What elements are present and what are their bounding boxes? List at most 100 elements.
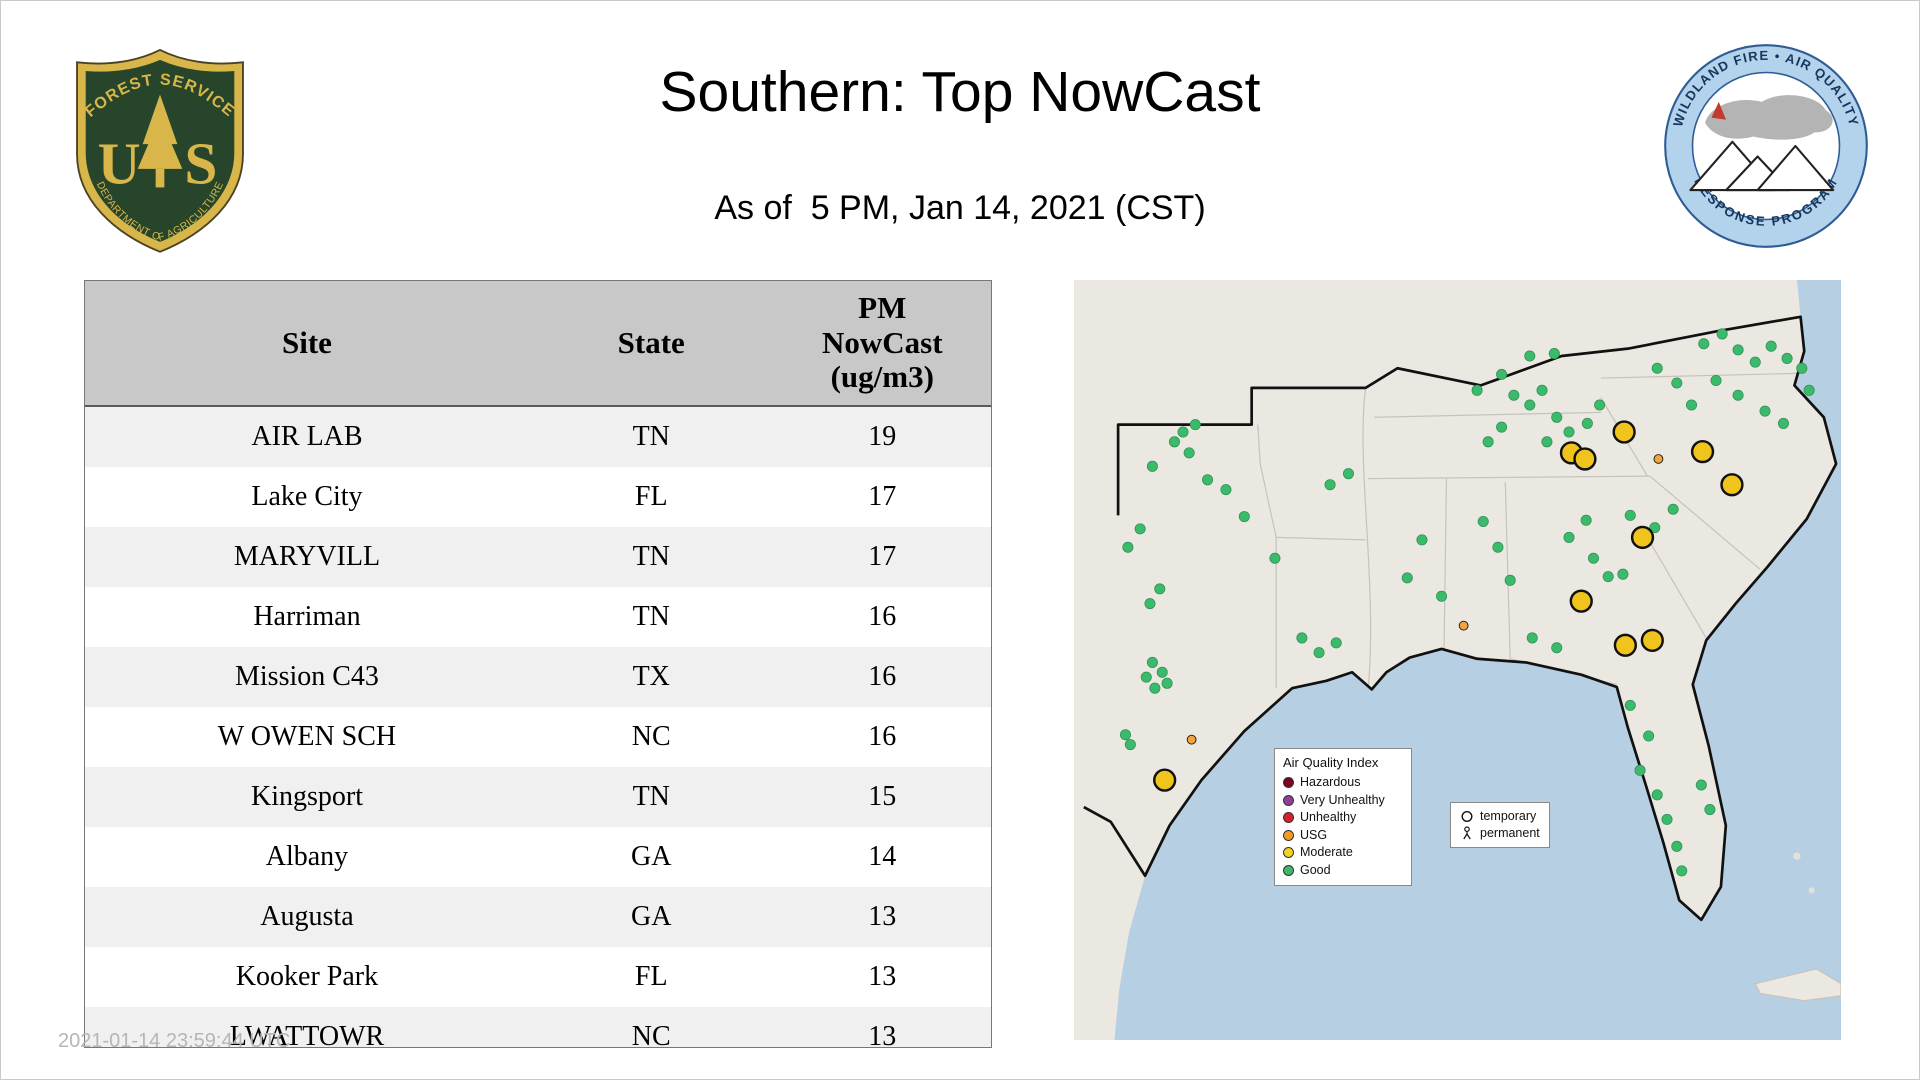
marker-good	[1698, 338, 1710, 350]
marker-good	[1401, 572, 1413, 584]
marker-good	[1504, 574, 1516, 586]
marker-moderate	[1569, 589, 1593, 613]
marker-moderate	[1612, 420, 1636, 444]
state-cell: TN	[632, 541, 670, 572]
permanent-site-icon	[1463, 826, 1471, 840]
island	[1793, 852, 1801, 860]
island	[1808, 887, 1815, 894]
table-row: Mission C43 TX 16	[85, 647, 991, 707]
marker-good	[1146, 460, 1158, 472]
smoke-plume-icon	[1705, 95, 1833, 140]
marker-moderate	[1153, 768, 1177, 792]
marker-moderate	[1573, 447, 1597, 471]
temporary-site-icon	[1461, 810, 1473, 823]
state-cell: TN	[632, 601, 670, 632]
aqi-legend-item: Moderate	[1283, 844, 1403, 862]
usfs-logo: FOREST SERVICE U S DEPARTMENT OF AGRICUL…	[67, 45, 253, 258]
marker-good	[1119, 729, 1131, 741]
mountains-icon	[1689, 140, 1835, 192]
marker-good	[1146, 656, 1158, 668]
marker-good	[1134, 523, 1146, 535]
marker-good	[1671, 377, 1683, 389]
temporary-label: temporary	[1480, 809, 1537, 823]
marker-good	[1140, 671, 1152, 683]
pm-value-cell: 13	[868, 1021, 897, 1048]
wfaqrp-logo: WILDLAND FIRE • AIR QUALITY RESPONSE PRO…	[1661, 41, 1871, 251]
nowcast-table-body: AIR LAB TN 19 Lake City FL 17 MARYVILL TN 17 Harr…	[85, 406, 991, 1048]
col-header-site: Site	[85, 281, 529, 407]
marker-usg	[1186, 734, 1197, 745]
marker-good	[1803, 384, 1815, 396]
marker-good	[1238, 511, 1250, 523]
marker-good	[1496, 368, 1508, 380]
aqi-legend-title: Air Quality Index	[1283, 755, 1379, 770]
marker-moderate	[1613, 633, 1637, 657]
table-row: Harriman TN 16	[85, 587, 991, 647]
land	[1074, 280, 1837, 1040]
aqi-legend-label: USG	[1300, 827, 1328, 842]
marker-good	[1624, 699, 1636, 711]
marker-good	[1594, 399, 1606, 411]
table-row: Kooker Park FL 13	[85, 947, 991, 1007]
marker-good	[1149, 682, 1161, 694]
table-row: LWATTOWR NC 13	[85, 1007, 991, 1048]
pm-value-cell: 14	[868, 841, 897, 872]
marker-good	[1651, 789, 1663, 801]
state-cell: TN	[632, 421, 670, 452]
marker-usg	[1458, 620, 1469, 631]
hazardous-dot-icon	[1283, 777, 1294, 789]
marker-good	[1168, 436, 1180, 448]
marker-good	[1563, 531, 1575, 543]
state-cell: FL	[634, 961, 668, 992]
site-cell: MARYVILL	[233, 541, 381, 572]
marker-good	[1202, 474, 1214, 486]
marker-good	[1587, 552, 1600, 564]
marker-good	[1667, 503, 1679, 515]
site-cell: Kingsport	[250, 781, 363, 812]
marker-good	[1482, 436, 1494, 448]
marker-good	[1269, 552, 1281, 564]
marker-good	[1602, 571, 1614, 583]
marker-good	[1716, 328, 1728, 340]
marker-good	[1777, 417, 1789, 429]
marker-good	[1671, 840, 1683, 852]
marker-good	[1624, 509, 1636, 521]
marker-good	[1183, 447, 1195, 459]
aqi-legend-label: Very Unhealthy	[1300, 792, 1385, 807]
marker-good	[1732, 344, 1744, 356]
pm-value-cell: 13	[868, 901, 897, 932]
very-unhealthy-dot-icon	[1283, 794, 1294, 806]
page-subtitle: As of 5 PM, Jan 14, 2021 (CST)	[714, 189, 1206, 227]
marker-good	[1189, 419, 1201, 431]
marker-good	[1676, 865, 1688, 877]
state-cell: NC	[631, 1021, 671, 1048]
marker-moderate	[1640, 628, 1664, 653]
col-header-pm-nowcast: PM NowCast (ug/m3)	[773, 281, 991, 407]
site-cell: Augusta	[260, 901, 354, 932]
marker-good	[1651, 362, 1663, 374]
pm-value-cell: 16	[868, 721, 897, 752]
site-cell: Albany	[265, 841, 349, 872]
aqi-legend-label: Unhealthy	[1300, 810, 1357, 824]
state-cell: TX	[632, 661, 670, 692]
usfs-shield-icon: FOREST SERVICE U S DEPARTMENT OF AGRICUL…	[76, 48, 244, 253]
type-legend-item-temporary: temporary	[1460, 808, 1540, 825]
table-row: Kingsport TN 15	[85, 767, 991, 827]
pm-value-cell: 15	[868, 781, 897, 812]
marker-good	[1580, 514, 1592, 526]
pine-tree-icon	[137, 94, 183, 188]
marker-good	[1617, 568, 1629, 580]
state-cell: NC	[631, 721, 671, 752]
table-row: W OWEN SCH NC 16	[85, 707, 991, 767]
pm-value-cell: 16	[868, 661, 897, 692]
aqi-legend-item: USG	[1283, 827, 1403, 845]
marker-good	[1471, 384, 1483, 396]
pm-value-cell: 19	[868, 421, 897, 452]
region-outline	[1083, 315, 1838, 922]
usfs-letter-u: U	[98, 131, 141, 197]
type-legend-item-permanent: permanent	[1460, 825, 1540, 842]
marker-good	[1548, 348, 1560, 360]
state-cell: GA	[631, 841, 672, 872]
marker-good	[1695, 779, 1707, 791]
aqi-legend-label: Hazardous	[1300, 775, 1361, 789]
